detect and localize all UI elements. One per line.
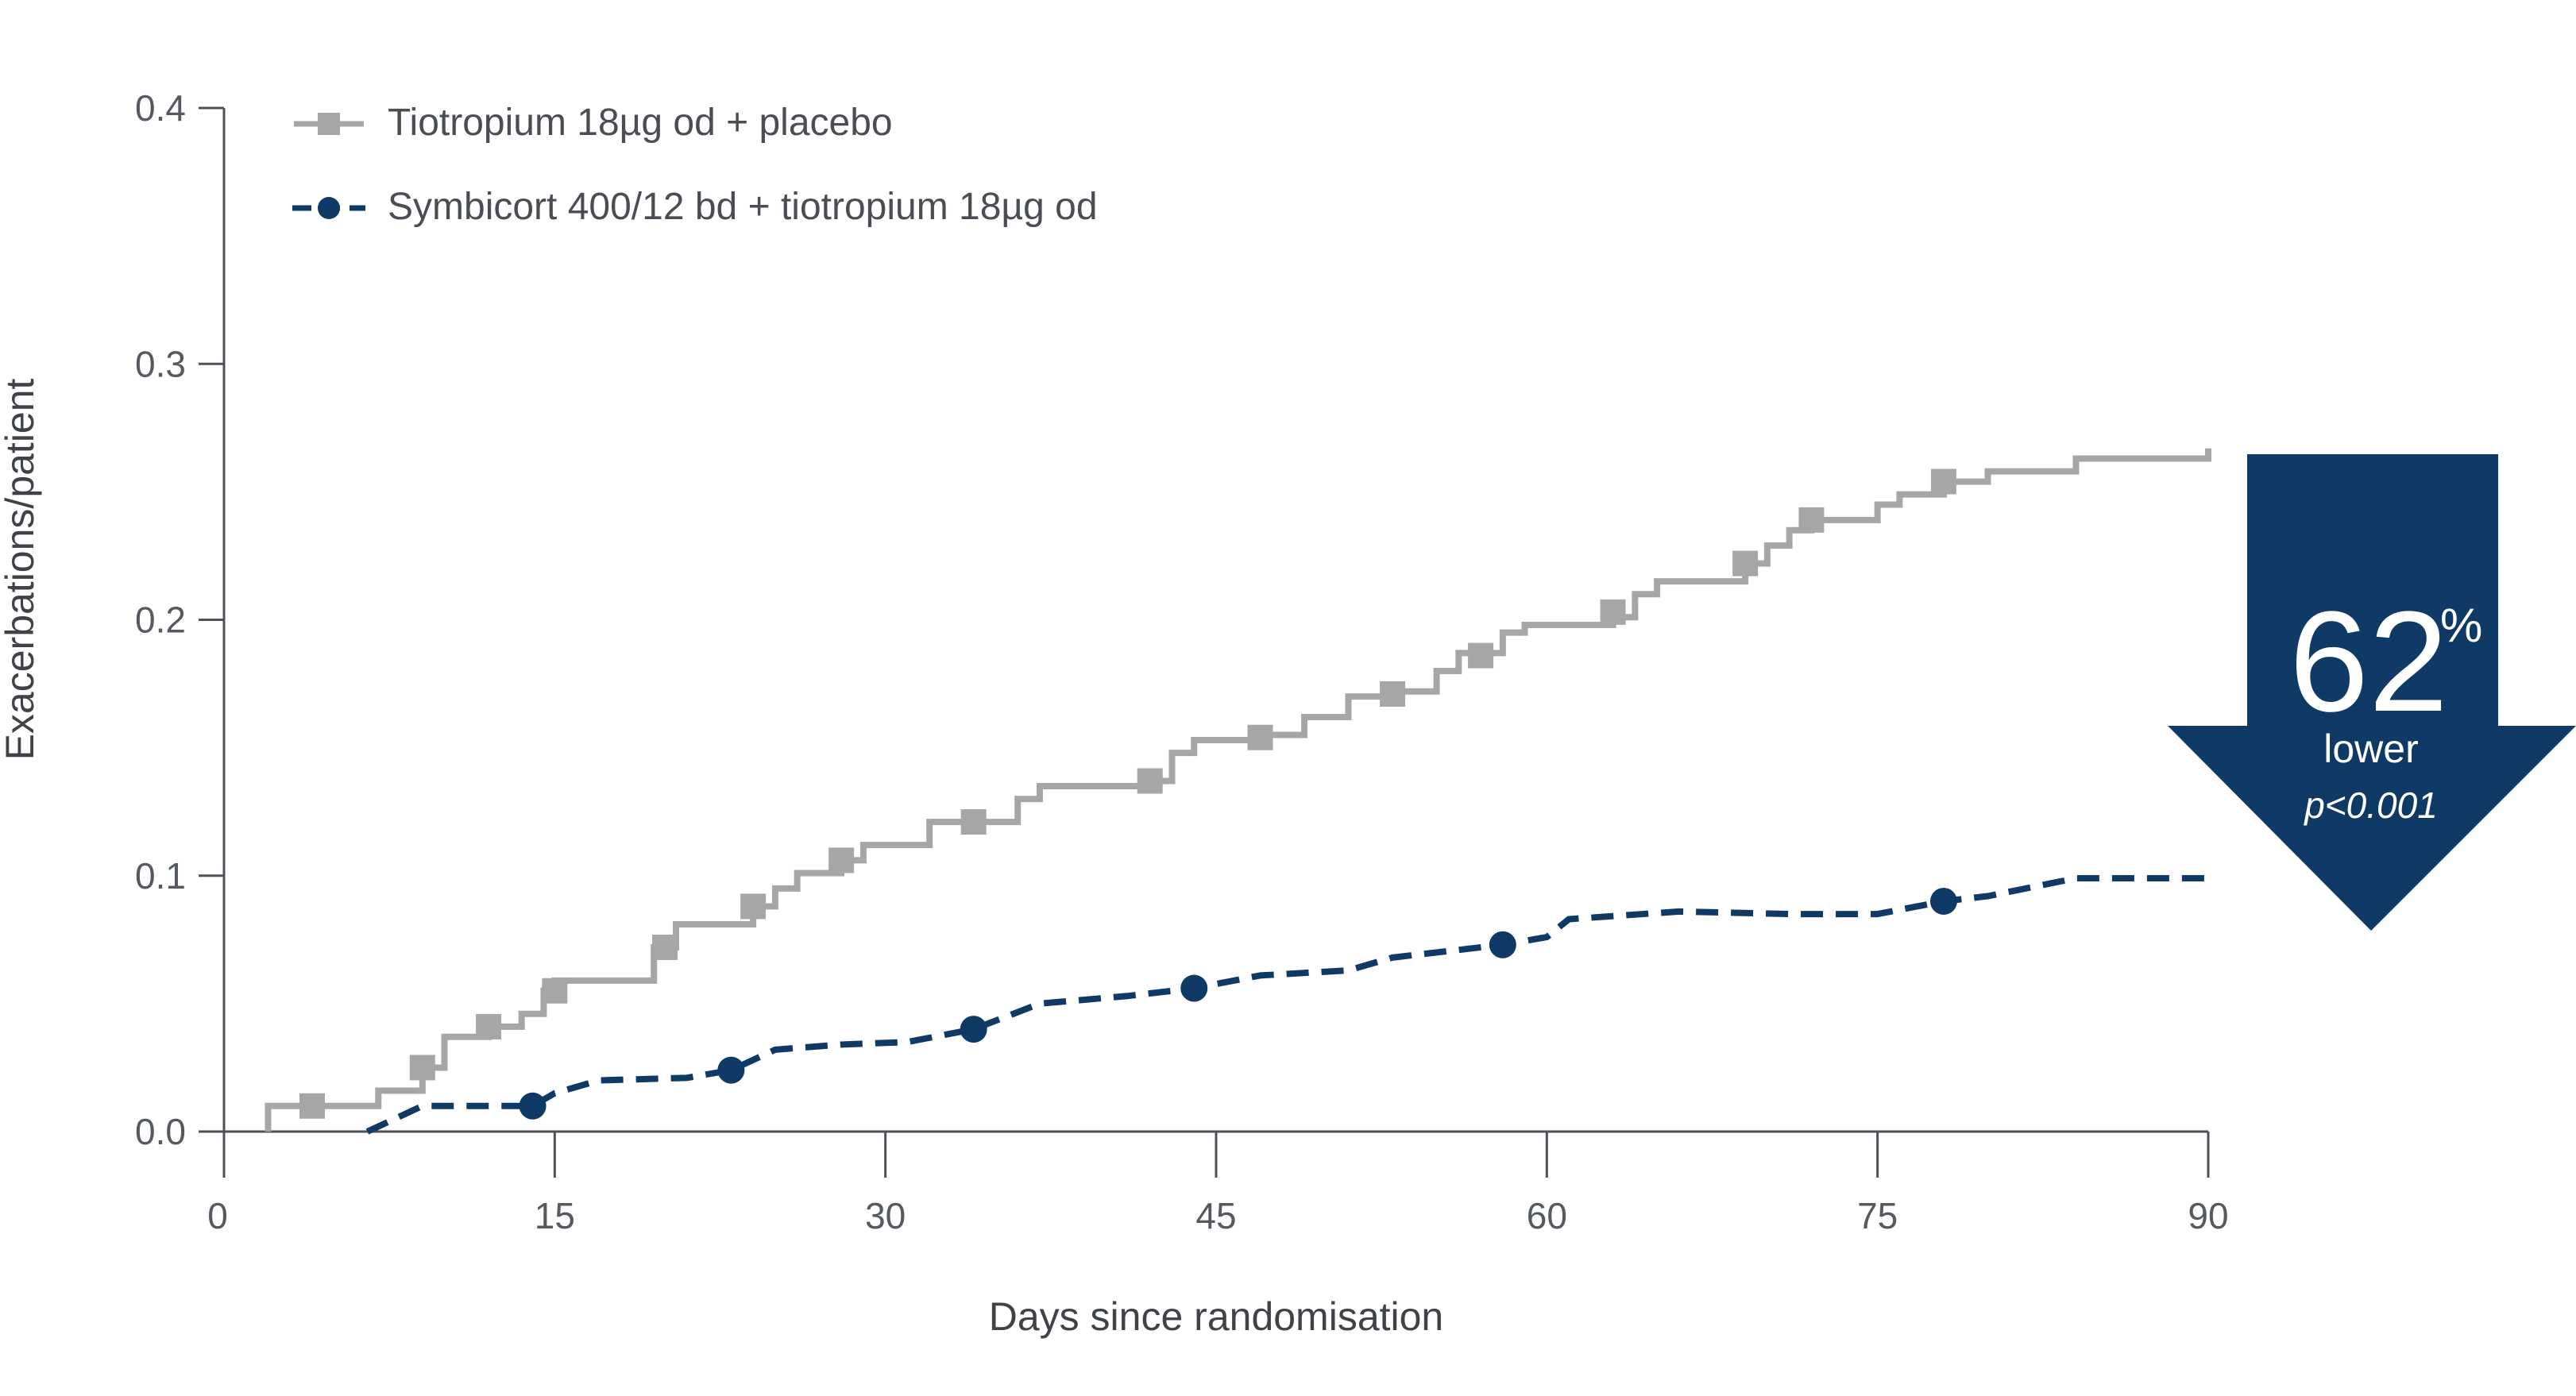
callout-value: 62 [2289,582,2448,742]
y-tick-label: 0.1 [135,855,186,897]
y-axis-title: Exacerbations/patient [0,378,42,760]
series-line-tiotropium [265,448,2211,1132]
series-line-symbicort [365,874,2208,1135]
data-point-square [1137,768,1163,794]
x-axis-title: Days since randomisation [989,1294,1444,1339]
legend-label-tiotropium: Tiotropium 18µg od + placebo [388,102,893,144]
y-tick-label: 0.3 [135,343,186,384]
y-tick-label: 0.4 [135,87,186,129]
data-point-square [652,934,678,960]
y-tick-label: 0.0 [135,1111,186,1152]
data-point-square [1798,507,1825,533]
x-tick-label: 60 [1527,1195,1567,1236]
data-point-square [960,809,987,835]
legend-label-symbicort: Symbicort 400/12 bd + tiotropium 18µg od [388,186,1098,228]
data-point-square [1468,642,1494,669]
data-point-square [409,1055,435,1081]
x-tick-label: 75 [1857,1195,1898,1236]
series-layer [265,448,2211,1135]
x-tick-label: 90 [2188,1195,2228,1236]
x-tick-label: 45 [1195,1195,1236,1236]
y-tick-label: 0.2 [135,600,186,641]
data-point-circle [519,1092,546,1120]
data-point-square [542,978,568,1004]
data-point-square [1732,550,1759,577]
data-point-square [1380,681,1406,707]
data-point-circle [1180,974,1208,1002]
callout-p-value: p<0.001 [2303,785,2438,826]
data-point-square [1247,724,1273,750]
data-point-square [476,1013,502,1039]
data-point-square [1930,469,1956,495]
data-point-circle [1929,887,1957,915]
down-arrow-icon [2168,454,2576,931]
legend-marker-square [318,113,340,135]
data-point-circle [1489,931,1516,958]
x-ticks: 0 15 30 45 60 75 90 [207,1132,2229,1236]
data-point-square [1600,599,1626,625]
callout-label: lower [2323,727,2418,771]
x-tick-label: 30 [865,1195,906,1236]
data-point-circle [717,1056,745,1084]
data-point-circle [960,1016,987,1043]
data-point-square [299,1093,326,1119]
legend: Tiotropium 18µg od + placebo Symbicort 4… [292,102,1098,228]
y-ticks: 0.0 0.1 0.2 0.3 0.4 [135,87,224,1152]
x-tick-label: 15 [535,1195,575,1236]
data-point-square [740,893,767,920]
data-point-square [828,847,855,873]
legend-marker-circle [318,197,340,219]
reduction-callout: 62 % lower p<0.001 [2168,454,2576,931]
callout-unit: % [2440,599,2482,652]
x-tick-label: 0 [207,1195,228,1236]
